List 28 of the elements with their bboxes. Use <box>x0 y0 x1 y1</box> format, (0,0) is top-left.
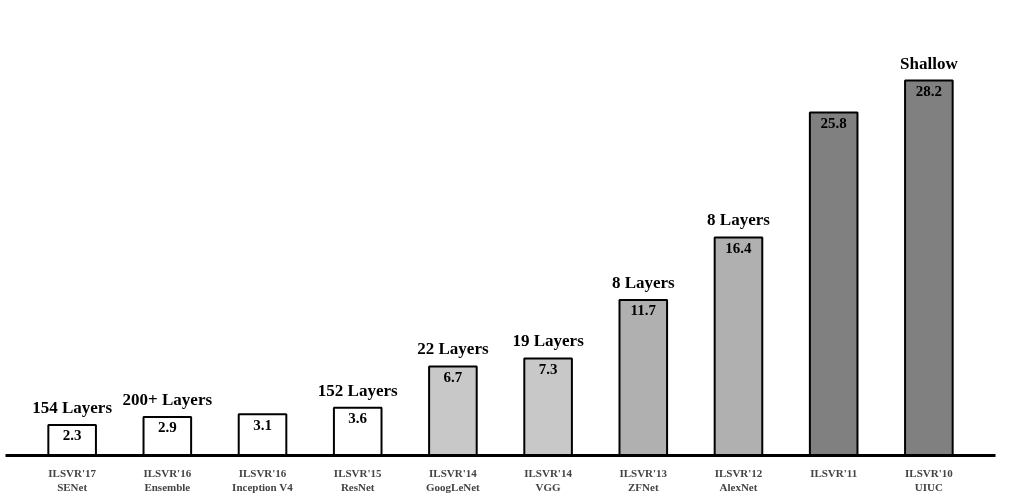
annotation: 154 Layers <box>32 397 113 417</box>
annotation: 19 Layers <box>512 331 585 351</box>
data-label: 6.7 <box>443 368 463 385</box>
x-tick-label: ILSVR'12 AlexNet <box>714 466 763 493</box>
x-tick-label: ILSVR'13 ZFNet <box>619 466 668 493</box>
data-label: 3.1 <box>253 416 272 433</box>
x-tick-label: ILSVR'17 SENet <box>48 466 97 493</box>
annotation: 8 Layers <box>707 210 771 230</box>
annotation: 200+ Layers <box>122 389 213 409</box>
annotation: 8 Layers <box>611 272 676 292</box>
data-label: 11.7 <box>630 302 657 319</box>
x-tick-label: ILSVR'14 GoogLeNet <box>426 466 481 493</box>
data-label: 7.3 <box>538 360 558 377</box>
annotation: Shallow <box>900 53 959 73</box>
data-label: 2.3 <box>62 427 82 444</box>
annotation: 152 Layers <box>317 380 398 400</box>
data-label: 28.2 <box>915 82 942 99</box>
annotation: 22 Layers <box>417 339 489 359</box>
x-tick-label: ILSVR'16 Inception V4 <box>232 466 294 493</box>
x-tick-label: ILSVR'11 <box>810 466 858 479</box>
x-tick-label: ILSVR'15 ResNet <box>333 466 383 493</box>
x-tick-label: ILSVR'14 VGG <box>524 466 573 493</box>
data-label: 25.8 <box>820 114 847 131</box>
x-tick-label: ILSVR'16 Ensemble <box>143 466 192 493</box>
data-label: 16.4 <box>725 239 753 256</box>
data-label: 2.9 <box>157 419 177 436</box>
x-tick-label: ILSVR'10 UIUC <box>905 466 954 493</box>
data-label: 3.6 <box>348 410 368 427</box>
